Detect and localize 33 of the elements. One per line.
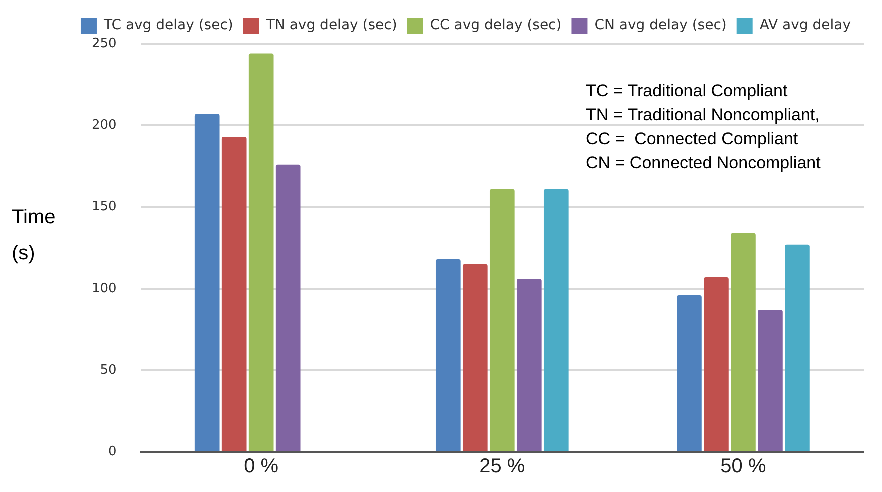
x-tick-label: 0 % [244,456,279,478]
bar [462,264,488,452]
bar [704,277,729,452]
bar [516,279,542,452]
y-tick-label: 0 [108,444,117,460]
y-tick-label: 50 [100,362,117,378]
bar [544,189,569,452]
x-tick-label: 50 % [720,456,766,478]
legend-label: CN avg delay (sec) [594,18,727,34]
x-tick-label: 25 % [480,456,526,478]
bar [490,189,515,452]
y-tick-label: 250 [92,36,117,52]
bar [194,114,220,452]
legend-label: TN avg delay (sec) [265,18,398,34]
bar [677,295,702,452]
bar [222,137,247,452]
y-tick-label: 200 [92,118,117,134]
y-tick-label: 150 [92,200,117,215]
legend-label: AV avg delay [760,18,852,34]
annotation: CC = Connected Compliant [586,130,798,149]
bar [276,164,301,452]
y-tick-label: 100 [92,281,117,296]
bar [731,233,756,452]
annotation: CN = Connected Noncompliant [586,154,822,173]
bar [758,310,783,452]
annotation: TN = Traditional Noncompliant, [586,106,820,125]
annotation: TC = Traditional Compliant [586,82,788,101]
legend-label: TC avg delay (sec) [102,18,234,34]
y-axis-title: Time (s) [12,206,56,265]
bar [436,260,461,452]
bar [785,244,810,452]
bar [248,54,274,452]
legend-label: CC avg delay (sec) [430,18,562,34]
